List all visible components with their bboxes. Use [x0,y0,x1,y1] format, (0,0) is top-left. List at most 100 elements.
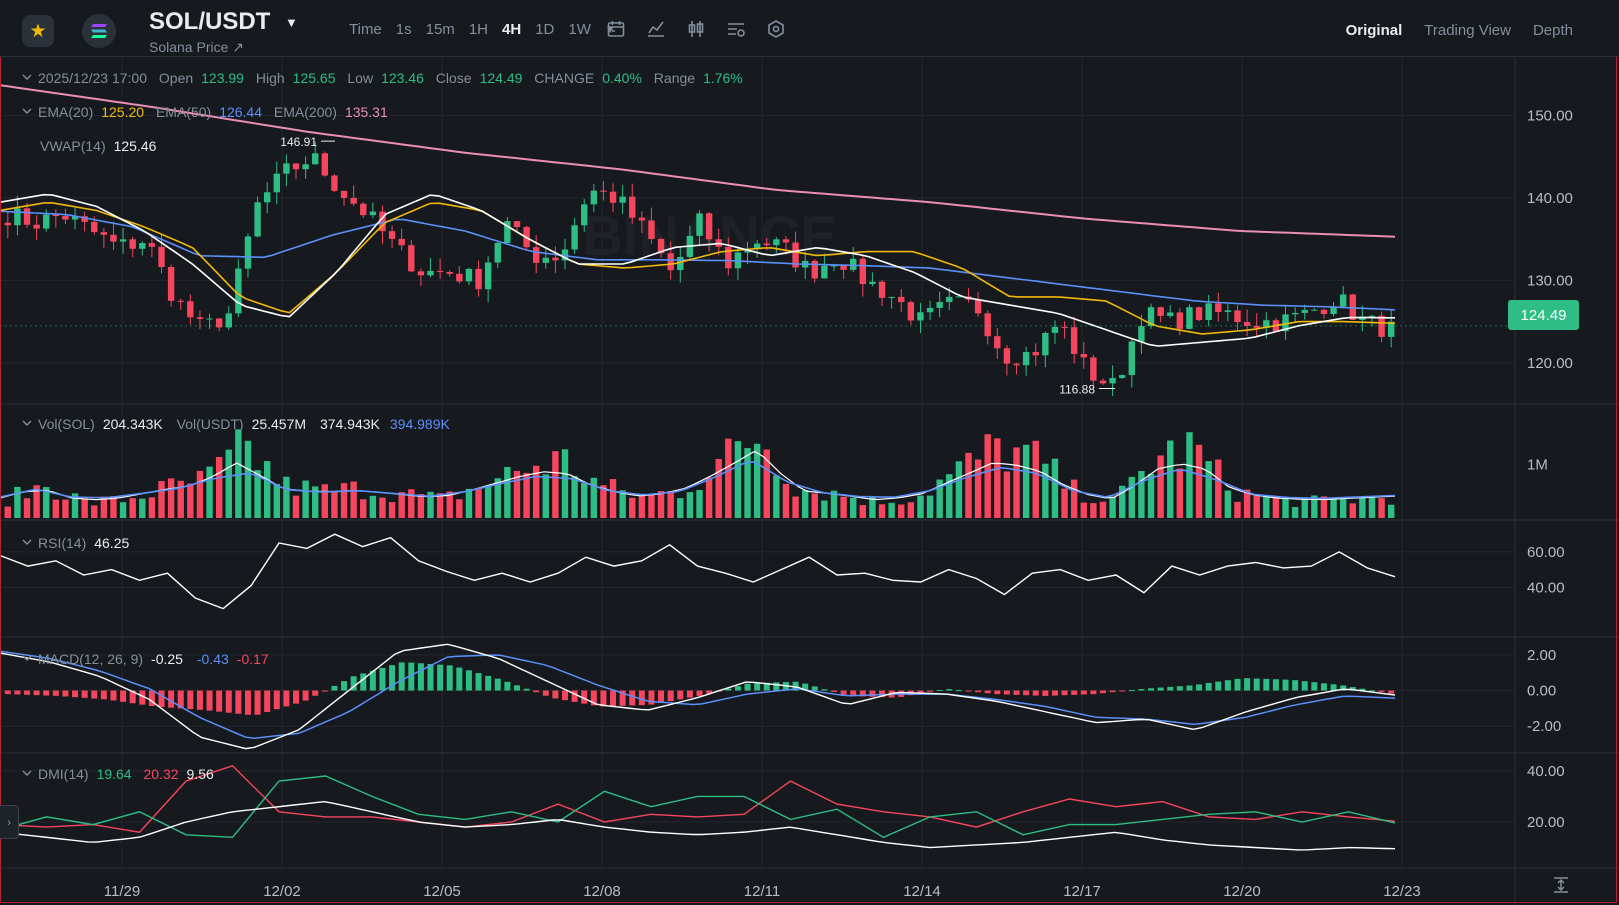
macd-hist-bar [1272,679,1279,691]
hexagon-settings-icon[interactable] [766,19,786,44]
interval-1s[interactable]: 1s [395,21,412,38]
chevron-down-icon[interactable] [22,72,32,82]
macd-hist-bar [408,662,415,691]
candle-body [1195,307,1203,321]
interval-15m[interactable]: 15m [425,21,455,38]
candle-body [878,281,886,298]
chevron-down-icon[interactable] [22,106,32,116]
macd-hist-bar [437,664,444,691]
pair-title[interactable]: SOL/USDT [149,8,271,35]
low-value: 123.46 [381,70,424,86]
chevron-down-icon[interactable] [22,653,32,663]
rsi-legend: RSI(14) 46.25 [22,535,139,551]
candle-body [792,242,799,268]
candle-body [1061,326,1068,328]
interval-time[interactable]: Time [349,21,382,38]
macd-hist-bar [52,690,59,696]
candle-body [408,245,415,272]
candle-body [1032,352,1039,356]
volume-bar [446,491,453,518]
calendar-icon[interactable] [606,19,626,44]
tab-original[interactable]: Original [1345,22,1403,39]
macd-hist-bar [485,675,492,691]
macd-hist-bar [667,690,674,702]
x-tick-label: 12/08 [583,883,621,900]
candle-body [542,257,549,263]
macd-hist-bar [1282,679,1289,691]
settings-list-icon[interactable] [726,19,746,44]
interval-1h[interactable]: 1H [468,21,488,38]
macd-hist-bar [293,690,300,704]
macd-hist-bar [1090,690,1097,695]
candle-body [974,299,982,314]
candle-body [1291,312,1299,315]
macd-dea-value: -0.43 [196,651,229,667]
interval-1w[interactable]: 1W [568,21,591,38]
interval-1d[interactable]: 1D [535,21,555,38]
vwap-value: 125.46 [113,138,157,154]
caret-down-icon[interactable]: ▼ [285,15,298,30]
volume-bar [100,496,108,518]
interval-4h[interactable]: 4H [502,21,522,38]
expand-left-icon[interactable]: › [0,805,19,839]
candle-body [917,312,924,321]
macd-hist-bar [1215,681,1222,691]
macd-hist-bar [398,662,405,691]
candle-type-icon[interactable] [686,19,706,44]
candle-body [263,192,271,203]
chevron-down-icon[interactable] [22,537,32,547]
candle-body [360,203,367,216]
volume-bar [552,451,559,518]
macd-hist-bar [648,690,655,705]
volume-bar [600,485,607,518]
indicator-icon[interactable] [646,19,666,44]
volume-bar [917,495,924,518]
volume-bar [1263,496,1270,518]
candle-body [1003,348,1011,364]
candle-body [4,222,12,226]
candle-body [1234,310,1241,323]
volume-bar [1253,495,1260,518]
chevron-down-icon[interactable] [22,418,32,428]
candle-body [110,234,117,242]
tab-depth[interactable]: Depth [1532,22,1573,39]
macd-hist-bar [677,690,684,700]
macd-hist-bar [244,690,251,715]
macd-hist-bar [417,663,424,691]
volume-bar [139,498,146,518]
macd-hist-bar [830,690,837,692]
interval-selector: Time 1s 15m 1H 4H 1D 1W ▼ [349,21,630,38]
vwap-line [0,193,1395,347]
macd-hist-bar [840,690,847,695]
candle-body [581,204,588,226]
candle-body [705,213,713,240]
macd-hist-bar [264,690,271,712]
reset-scale-icon[interactable] [1552,876,1570,899]
macd-hist-bar [1080,690,1087,695]
ema50-label: EMA(50) [155,104,212,120]
candle-body [1176,312,1184,329]
candle-body [811,260,818,279]
macd-hist-bar [494,678,501,691]
macd-hist-bar [994,690,1001,695]
macd-hist-bar [754,683,761,691]
interval-more-icon[interactable]: ▼ [604,24,616,36]
candle-body [1253,325,1260,328]
ema20-value: 125.20 [101,104,145,120]
star-icon[interactable]: ★ [22,15,54,47]
high-annotation: 146.91 [280,135,317,149]
high-value: 125.65 [292,70,336,86]
tab-trading-view[interactable]: Trading View [1424,22,1511,39]
candle-body [513,221,521,227]
pair-subtitle[interactable]: Solana Price ↗ [149,39,244,55]
macd-hist-bar [1340,685,1347,691]
close-label: Close [435,70,472,86]
x-tick-label: 12/20 [1223,883,1261,900]
volume-bar [388,502,396,518]
candle-body [763,243,770,246]
macd-hist-bar [590,690,597,706]
volume-bar [1339,498,1347,518]
chevron-down-icon[interactable] [22,768,32,778]
candle-body [552,257,559,261]
